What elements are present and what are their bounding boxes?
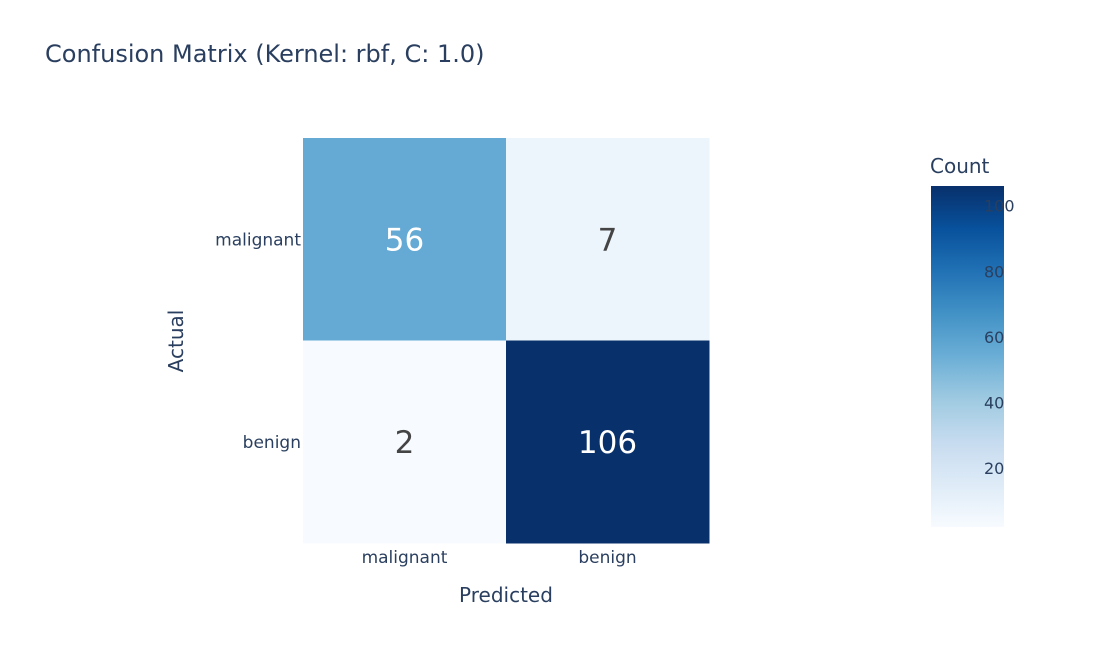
cell-value-label: 2 — [395, 425, 415, 461]
colorbar-tick-label: 100 — [984, 197, 1015, 216]
colorbar-tick-label: 40 — [984, 393, 1004, 412]
cell-value-label: 56 — [385, 222, 424, 258]
heatmap-cell — [506, 138, 710, 341]
heatmap-cell — [506, 340, 710, 544]
heatmap-cell — [303, 138, 507, 341]
colorbar-tick-label: 80 — [984, 262, 1004, 281]
colorbar-tick-label: 20 — [984, 459, 1004, 478]
heatmap-cell — [303, 340, 507, 544]
y-axis-title: Actual — [164, 310, 188, 373]
y-tick-label: malignant — [215, 230, 301, 250]
heatmap-cell-labels: 56 7 2 106 — [385, 222, 637, 461]
colorbar-ticks: 20 40 60 80 100 — [984, 197, 1015, 478]
x-tick-label: benign — [578, 548, 636, 568]
colorbar-tick-label: 60 — [984, 328, 1004, 347]
x-tick-label: malignant — [362, 548, 448, 568]
cell-value-label: 106 — [578, 425, 637, 461]
colorbar — [931, 186, 1004, 527]
y-tick-label: benign — [243, 433, 301, 453]
chart-title: Confusion Matrix (Kernel: rbf, C: 1.0) — [45, 40, 485, 68]
x-axis-ticks: malignant benign — [362, 548, 637, 568]
cell-value-label: 7 — [598, 222, 618, 258]
heatmap-cells — [303, 138, 710, 544]
x-axis-title: Predicted — [459, 583, 553, 607]
y-axis-ticks: malignant benign — [215, 230, 301, 453]
colorbar-title: Count — [930, 154, 990, 178]
